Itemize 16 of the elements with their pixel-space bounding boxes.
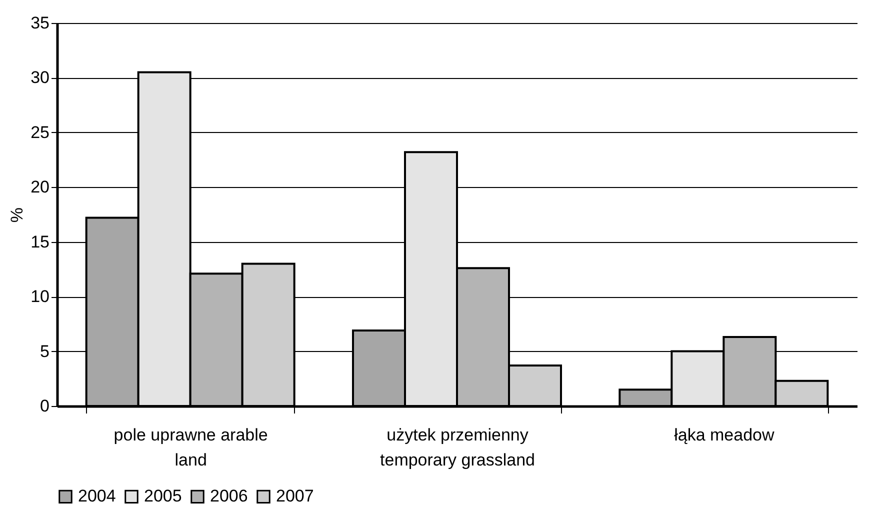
x-tick-label: pole uprawne arable land [114,426,268,470]
y-tick-label: 15 [30,232,50,252]
y-tick-label: 10 [30,287,50,306]
legend-label: 2005 [144,486,182,506]
y-tick-label: 20 [30,178,50,197]
y-tick-label: 30 [30,68,50,88]
legend-label: 2006 [210,486,248,506]
y-tick-label: 5 [40,342,50,361]
legend-label: 2004 [78,486,116,506]
x-tick-label: łąka meadow [674,426,775,444]
x-tick-label: użytek przemienny temporary grassland [380,426,535,470]
y-tick-label: 35 [30,14,50,32]
legend-label: 2007 [276,486,314,506]
y-tick-label: 25 [30,122,50,142]
y-axis-title: % [8,207,27,223]
y-tick-label: 0 [40,396,50,416]
